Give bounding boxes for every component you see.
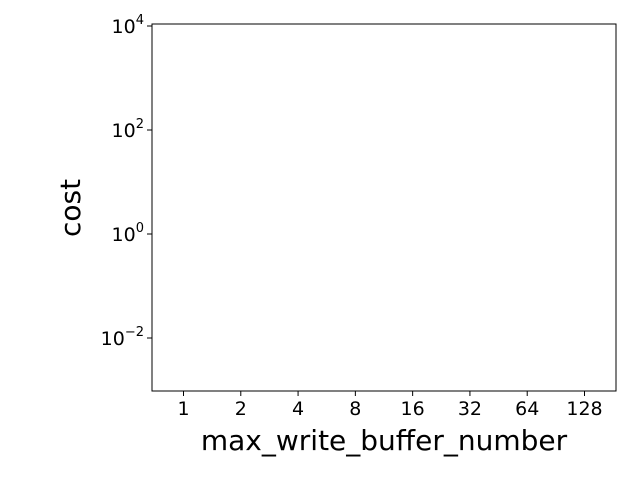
x-tick-label: 1: [177, 398, 189, 420]
x-axis-label: max_write_buffer_number: [201, 424, 568, 457]
y-tick-label: 102: [112, 117, 144, 142]
y-tick-label: 10−2: [101, 325, 144, 350]
y-tick-exponent: 2: [136, 117, 144, 132]
y-tick-exponent: −2: [125, 325, 144, 340]
y-tick-exponent: 4: [136, 13, 144, 28]
y-tick-exponent: 0: [136, 221, 144, 236]
x-tick-label: 128: [566, 398, 602, 420]
y-tick-base: 10: [112, 224, 136, 246]
plot-area: [151, 23, 617, 392]
y-tick-label: 100: [112, 221, 144, 246]
x-tick-label: 16: [401, 398, 425, 420]
y-tick-label: 104: [112, 13, 144, 38]
y-tick-base: 10: [112, 16, 136, 38]
x-tick-label: 8: [349, 398, 361, 420]
y-axis-label: cost: [54, 179, 87, 237]
x-tick-label: 64: [515, 398, 539, 420]
x-tick-label: 2: [235, 398, 247, 420]
x-tick-label: 32: [458, 398, 482, 420]
x-tick-label: 4: [292, 398, 304, 420]
x-axis: 1 2 4 8 16 32 64 128: [177, 391, 603, 420]
y-tick-base: 10: [101, 328, 125, 350]
y-tick-base: 10: [112, 120, 136, 142]
